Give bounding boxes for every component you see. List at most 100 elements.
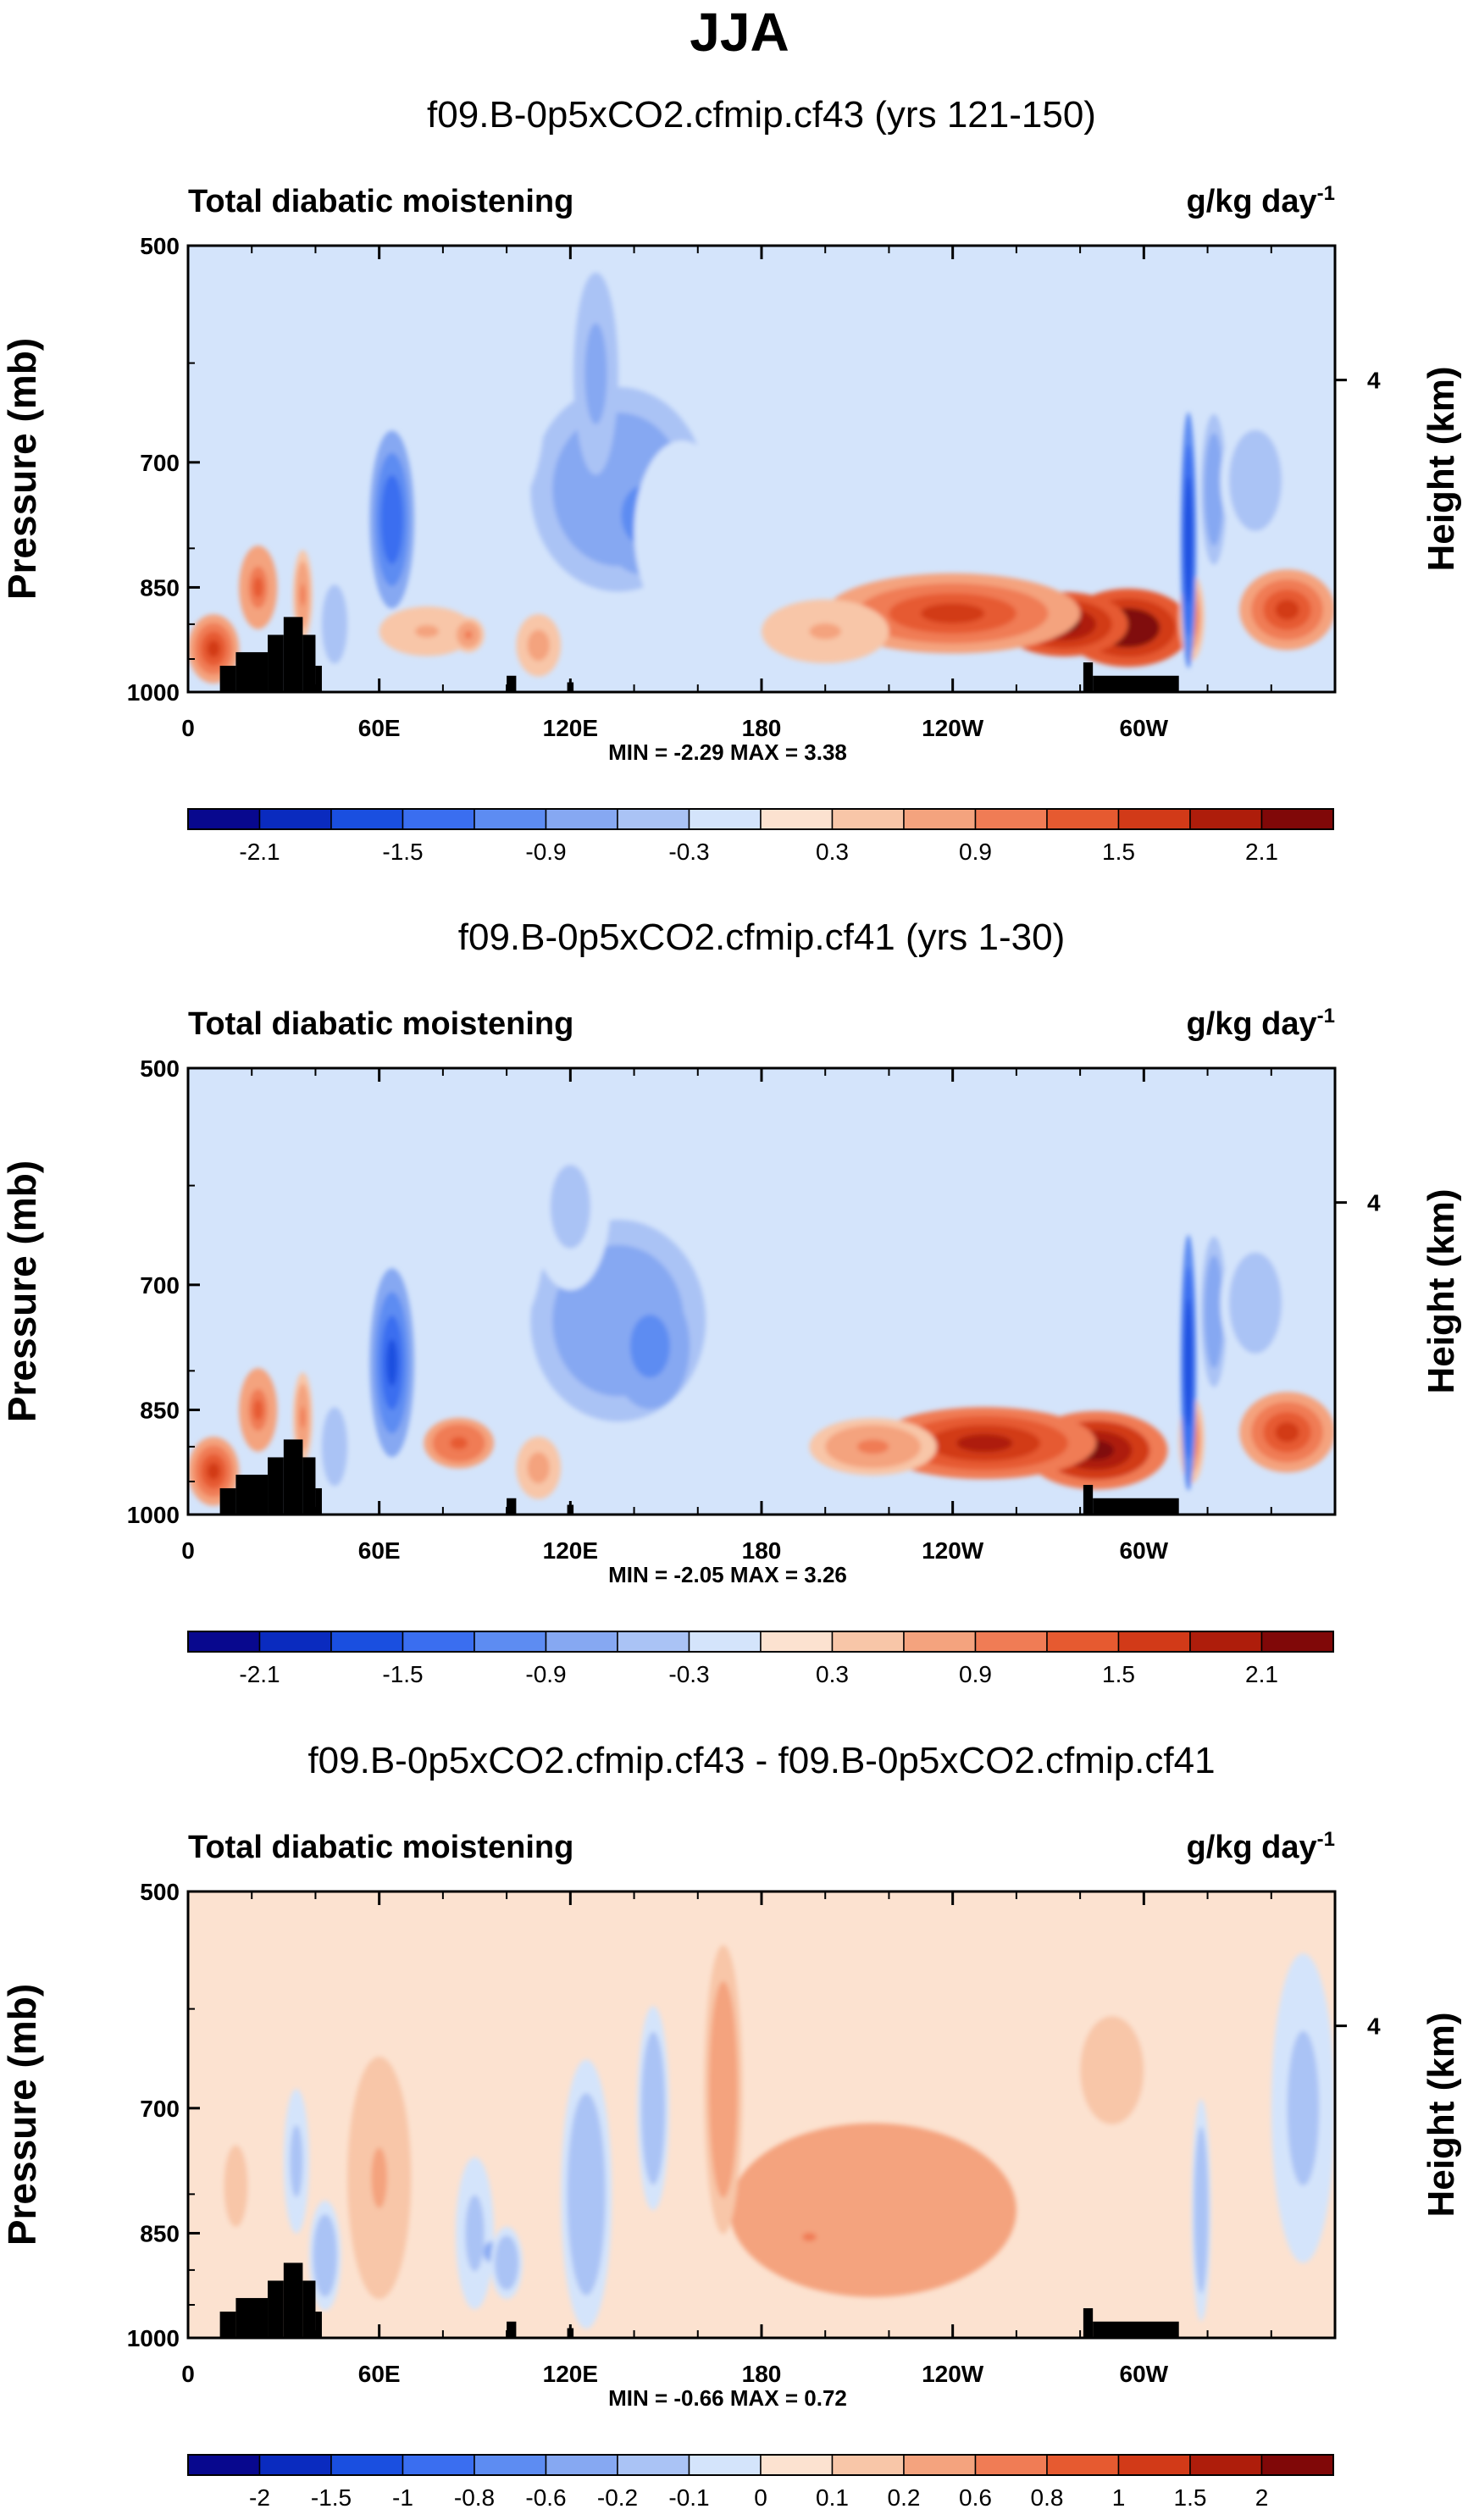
- topography-block: [315, 1487, 322, 1515]
- topography-block: [283, 1439, 303, 1515]
- colorbar-label: 2.1: [1245, 1661, 1278, 1687]
- units-exponent: -1: [1317, 1828, 1335, 1851]
- colorbar-swatch: [688, 808, 762, 830]
- topography-block: [302, 2280, 316, 2338]
- contour-feature: [669, 509, 695, 556]
- contour-feature: [1246, 463, 1265, 498]
- panel-difference: f09.B-0p5xCO2.cfmip.cf43 - f09.B-0p5xCO2…: [0, 1740, 1462, 2511]
- x-tick-label: 120E: [543, 2361, 598, 2387]
- topography-block: [507, 675, 517, 692]
- x-tick-label: 180: [742, 715, 782, 741]
- x-tick-label: 180: [742, 2361, 782, 2387]
- contour-feature: [331, 1437, 338, 1457]
- contour-feature: [253, 1399, 263, 1421]
- colorbar-swatch: [688, 1631, 762, 1653]
- colorbar-swatch: [831, 2454, 905, 2476]
- units-label: g/kg day-1: [1187, 1005, 1336, 1042]
- colorbar-swatch: [402, 1631, 475, 1653]
- topography-block: [268, 2280, 284, 2338]
- x-tick-label: 60E: [358, 715, 401, 741]
- colorbar-frame: [187, 808, 1334, 830]
- topography-block: [1093, 675, 1179, 692]
- plot-area: [188, 1891, 1335, 2338]
- colorbar-label: -2.1: [239, 1661, 280, 1687]
- contour-feature: [321, 2241, 330, 2270]
- contour-feature: [464, 630, 473, 640]
- units-exponent: -1: [1317, 182, 1335, 205]
- topography-block: [268, 634, 284, 692]
- colorbar-swatch: [1117, 808, 1191, 830]
- colorbar-swatch: [1260, 1631, 1334, 1653]
- x-tick-label: 0: [181, 2361, 195, 2387]
- contour-feature: [414, 624, 440, 638]
- colorbar-swatch: [831, 808, 905, 830]
- contour-feature: [502, 2253, 511, 2273]
- x-tick-label: 0: [181, 715, 195, 741]
- colorbar-swatch: [258, 1631, 332, 1653]
- colorbar-label: -0.3: [668, 839, 709, 865]
- colorbar-swatch: [617, 1631, 690, 1653]
- y-tick-label: 500: [140, 1055, 180, 1082]
- contour-feature: [1095, 2043, 1128, 2098]
- units-label: g/kg day-1: [1187, 182, 1336, 219]
- colorbar-swatch: [187, 1631, 261, 1653]
- contour-field: [188, 272, 1335, 684]
- contour-feature: [450, 1437, 468, 1450]
- contour-feature: [1246, 1286, 1265, 1321]
- y-tick-label: 1000: [127, 1502, 180, 1528]
- colorbar-label: -0.8: [454, 2484, 495, 2511]
- panel-top: f09.B-0p5xCO2.cfmip.cf43 (yrs 121-150) To…: [0, 94, 1462, 865]
- topography-block: [302, 634, 316, 692]
- contour-feature: [649, 2082, 657, 2134]
- contour-feature: [837, 2188, 909, 2232]
- units-text: g/kg day: [1187, 184, 1317, 219]
- colorbar-label: 0.9: [959, 1661, 992, 1687]
- topography-block: [219, 1487, 236, 1515]
- y-tick-label: 1000: [127, 679, 180, 706]
- contour-field: [212, 1945, 1335, 2329]
- contour-feature: [856, 1439, 889, 1454]
- colorbar-label: 1.5: [1102, 839, 1135, 865]
- contour-feature: [590, 348, 602, 400]
- contour-feature: [533, 637, 545, 654]
- panel-subtitle: f09.B-0p5xCO2.cfmip.cf41 (yrs 1-30): [458, 917, 1065, 958]
- colorbar-label: -1: [392, 2484, 413, 2511]
- contour-feature: [331, 614, 338, 634]
- colorbar-swatch: [1260, 808, 1334, 830]
- contour-feature: [300, 584, 306, 606]
- plot-area: [188, 1068, 1335, 1515]
- colorbar-swatch: [760, 808, 834, 830]
- colorbar-label: -1.5: [311, 2484, 352, 2511]
- topography-block: [219, 665, 236, 692]
- contour-feature: [734, 1194, 758, 1239]
- colorbar: -2.1 -1.5 -0.9 -0.3 0.3 0.9 1.5 2.1: [187, 808, 1334, 865]
- colorbar-swatch: [974, 808, 1048, 830]
- y2-axis-label: Height (km): [1421, 1189, 1462, 1394]
- y-axis-label: Pressure (mb): [0, 338, 44, 600]
- contour-feature: [640, 1330, 661, 1362]
- topography-block: [1083, 662, 1094, 692]
- colorbar-swatch: [1260, 2454, 1334, 2476]
- colorbar-swatch: [903, 1631, 977, 1653]
- colorbar-swatch: [974, 1631, 1048, 1653]
- y-tick-label: 1000: [127, 2325, 180, 2351]
- topography-block: [219, 2311, 236, 2338]
- contour-feature: [207, 640, 220, 658]
- x-tick-label: 0: [181, 1537, 195, 1564]
- x-tick-label: 180: [742, 1537, 782, 1564]
- y-axis-label: Pressure (mb): [0, 1160, 44, 1422]
- min-max-label: MIN = -2.29 MAX = 3.38: [608, 739, 847, 765]
- colorbar-label: 0: [754, 2484, 767, 2511]
- contour-feature: [489, 376, 512, 433]
- colorbar-swatch: [903, 808, 977, 830]
- colorbar-label: -0.1: [668, 2484, 709, 2511]
- y-tick-label: 700: [140, 1272, 180, 1299]
- y-tick-label: 700: [140, 2096, 180, 2122]
- colorbar-label: 1.5: [1174, 2484, 1207, 2511]
- colorbar-swatch: [402, 808, 475, 830]
- colorbar-swatch: [545, 2454, 618, 2476]
- contour-feature: [533, 1459, 545, 1476]
- colorbar-swatch: [831, 1631, 905, 1653]
- y-tick-label: 500: [140, 1879, 180, 1905]
- x-tick-label: 120E: [543, 715, 598, 741]
